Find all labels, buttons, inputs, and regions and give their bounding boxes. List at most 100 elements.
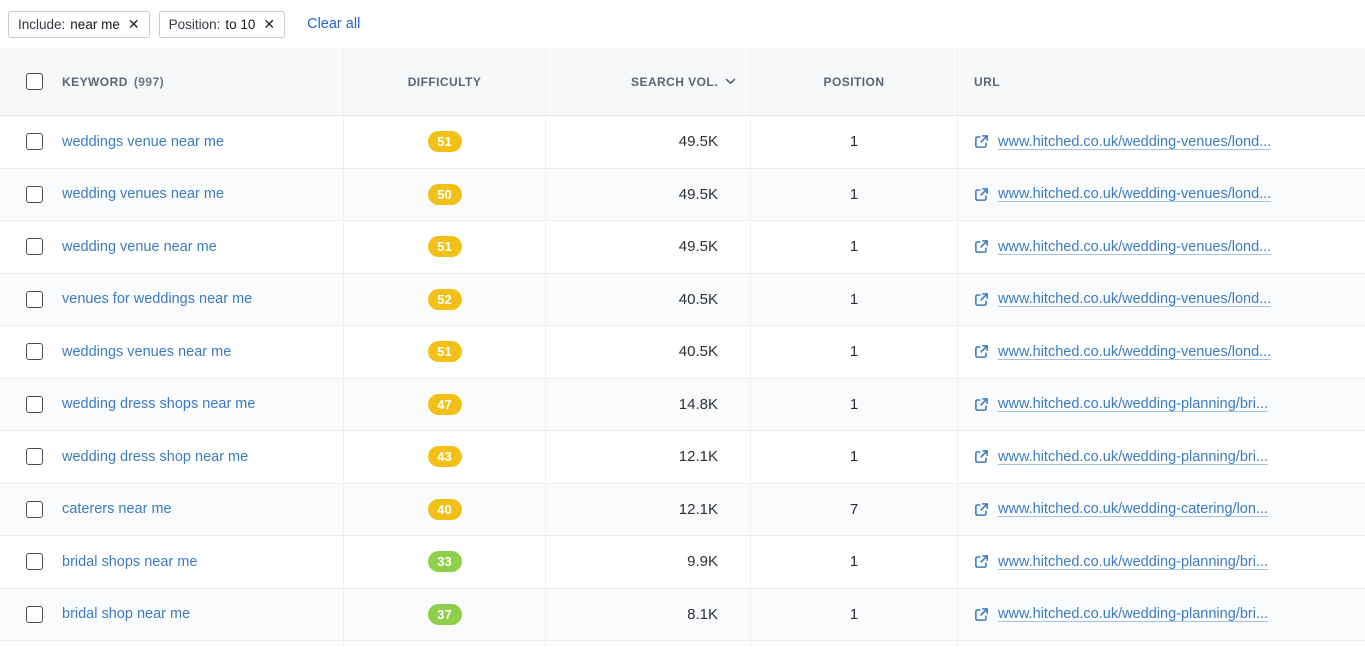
url-link[interactable]: www.hitched.co.uk/wedding-venues/lond... bbox=[998, 343, 1272, 360]
filter-chip-label: Include: bbox=[18, 16, 66, 32]
table-row: bridal shops near me 33 9.9K 1 www.hitch… bbox=[0, 536, 1365, 589]
column-header-search-vol[interactable]: SEARCH VOL. bbox=[545, 48, 750, 115]
keyword-link[interactable]: bridal shops near me bbox=[62, 553, 198, 570]
chevron-down-icon bbox=[725, 78, 736, 85]
keyword-link[interactable]: wedding venues near me bbox=[62, 186, 225, 203]
external-link-icon bbox=[974, 607, 989, 622]
table-row: caterers near me 40 12.1K 7 www.hitched.… bbox=[0, 483, 1365, 536]
column-header-url: URL bbox=[957, 48, 1365, 115]
checkbox-cell bbox=[0, 431, 62, 483]
difficulty-badge: 51 bbox=[427, 341, 462, 363]
row-checkbox[interactable] bbox=[26, 553, 43, 571]
url-link[interactable]: www.hitched.co.uk/wedding-planning/bri..… bbox=[998, 553, 1269, 570]
search-volume-value: 49.5K bbox=[678, 238, 718, 256]
row-checkbox[interactable] bbox=[26, 133, 43, 151]
search-volume-value: 49.5K bbox=[678, 185, 718, 203]
search-volume-cell: 12.1K bbox=[545, 431, 750, 483]
url-link[interactable]: www.hitched.co.uk/wedding-venues/lond... bbox=[998, 186, 1272, 203]
table-row: wedding venues near me 50 49.5K 1 www.hi… bbox=[0, 168, 1365, 221]
difficulty-cell: 51 bbox=[343, 221, 545, 273]
select-all-cell bbox=[0, 48, 62, 115]
search-vol-header-label: SEARCH VOL. bbox=[631, 74, 718, 89]
position-value: 1 bbox=[849, 448, 859, 466]
url-cell: www.hitched.co.uk/wedding-planning/bri..… bbox=[957, 431, 1365, 483]
row-checkbox[interactable] bbox=[26, 290, 43, 308]
position-cell: 1 bbox=[750, 273, 957, 325]
url-header-label: URL bbox=[974, 74, 1001, 89]
external-link-icon bbox=[974, 502, 989, 517]
keyword-link[interactable]: wedding dress shop near me bbox=[62, 448, 249, 465]
keyword-link[interactable]: wedding venue near me bbox=[62, 238, 217, 255]
checkbox-cell bbox=[0, 484, 62, 536]
search-volume-cell: 14.8K bbox=[545, 378, 750, 430]
filter-bar: Include: near me ✕ Position: to 10 ✕ Cle… bbox=[0, 0, 1365, 48]
url-cell: www.hitched.co.uk/wedding-venues/lond... bbox=[957, 221, 1365, 273]
search-volume-value: 40.5K bbox=[678, 343, 718, 361]
row-checkbox[interactable] bbox=[26, 448, 43, 466]
row-checkbox[interactable] bbox=[26, 395, 43, 413]
checkbox-cell bbox=[0, 116, 62, 168]
close-icon[interactable]: ✕ bbox=[127, 16, 140, 32]
keywords-table: KEYWORD (997) DIFFICULTY SEARCH VOL. POS… bbox=[0, 48, 1365, 647]
difficulty-cell: 40 bbox=[343, 483, 545, 535]
keyword-link[interactable]: venues for weddings near me bbox=[62, 291, 253, 308]
select-all-checkbox[interactable] bbox=[26, 73, 43, 90]
checkbox-cell bbox=[0, 536, 62, 588]
external-link-icon bbox=[974, 187, 989, 202]
row-checkbox[interactable] bbox=[26, 500, 43, 518]
url-cell: www.hitched.co.uk/wedding-planning/bri..… bbox=[957, 536, 1365, 588]
position-cell: 1 bbox=[750, 116, 957, 168]
row-checkbox[interactable] bbox=[26, 238, 43, 256]
url-link[interactable]: www.hitched.co.uk/wedding-venues/lond... bbox=[998, 238, 1272, 255]
table-row: weddings venue near me 51 49.5K 1 www.hi… bbox=[0, 116, 1365, 169]
difficulty-badge: 50 bbox=[427, 183, 462, 205]
position-value: 1 bbox=[849, 133, 859, 151]
difficulty-cell: 47 bbox=[343, 378, 545, 430]
table-row: weddings venues near me 51 40.5K 1 www.h… bbox=[0, 326, 1365, 379]
keyword-count: (997) bbox=[133, 74, 165, 89]
search-volume-value: 12.1K bbox=[678, 500, 718, 518]
table-row: wedding dress shop near me 43 12.1K 1 ww… bbox=[0, 431, 1365, 484]
keyword-link[interactable]: bridal shop near me bbox=[62, 606, 191, 623]
position-cell: 1 bbox=[750, 326, 957, 378]
url-cell: www.hitched.co.uk/wedding-planning/bri..… bbox=[957, 378, 1365, 430]
external-link-icon bbox=[974, 134, 989, 149]
search-volume-value: 40.5K bbox=[678, 290, 718, 308]
url-link[interactable]: www.hitched.co.uk/wedding-catering/lon..… bbox=[998, 501, 1269, 518]
keyword-link[interactable]: weddings venue near me bbox=[62, 133, 225, 150]
position-cell: 1 bbox=[750, 536, 957, 588]
keyword-link[interactable]: wedding dress shops near me bbox=[62, 396, 256, 413]
url-link[interactable]: www.hitched.co.uk/wedding-planning/bri..… bbox=[998, 606, 1269, 623]
row-checkbox[interactable] bbox=[26, 343, 43, 361]
position-value: 1 bbox=[849, 185, 859, 203]
table-row-partial bbox=[0, 641, 1365, 647]
search-volume-cell: 49.5K bbox=[545, 168, 750, 220]
column-header-position[interactable]: POSITION bbox=[750, 48, 957, 115]
url-link[interactable]: www.hitched.co.uk/wedding-venues/lond... bbox=[998, 133, 1272, 150]
position-value: 1 bbox=[849, 553, 859, 571]
keyword-link[interactable]: weddings venues near me bbox=[62, 343, 232, 360]
filter-chip-position: Position: to 10 ✕ bbox=[158, 10, 286, 38]
external-link-icon bbox=[974, 292, 989, 307]
column-header-keyword[interactable]: KEYWORD (997) bbox=[62, 48, 343, 115]
column-header-difficulty[interactable]: DIFFICULTY bbox=[343, 48, 545, 115]
position-value: 1 bbox=[849, 395, 859, 413]
url-link[interactable]: www.hitched.co.uk/wedding-venues/lond... bbox=[998, 291, 1272, 308]
difficulty-badge: 47 bbox=[427, 393, 462, 415]
search-volume-cell: 49.5K bbox=[545, 221, 750, 273]
url-link[interactable]: www.hitched.co.uk/wedding-planning/bri..… bbox=[998, 448, 1269, 465]
difficulty-badge: 51 bbox=[427, 236, 462, 258]
search-volume-cell: 12.1K bbox=[545, 483, 750, 535]
close-icon[interactable]: ✕ bbox=[263, 16, 276, 32]
url-link[interactable]: www.hitched.co.uk/wedding-planning/bri..… bbox=[998, 396, 1269, 413]
external-link-icon bbox=[974, 397, 989, 412]
url-cell: www.hitched.co.uk/wedding-planning/bri..… bbox=[957, 588, 1365, 640]
row-checkbox[interactable] bbox=[26, 185, 43, 203]
keyword-link[interactable]: caterers near me bbox=[62, 501, 172, 518]
position-cell: 1 bbox=[750, 431, 957, 483]
clear-all-link[interactable]: Clear all bbox=[307, 16, 361, 32]
position-cell: 1 bbox=[750, 588, 957, 640]
difficulty-cell: 50 bbox=[343, 168, 545, 220]
row-checkbox[interactable] bbox=[26, 605, 43, 623]
difficulty-cell: 52 bbox=[343, 273, 545, 325]
